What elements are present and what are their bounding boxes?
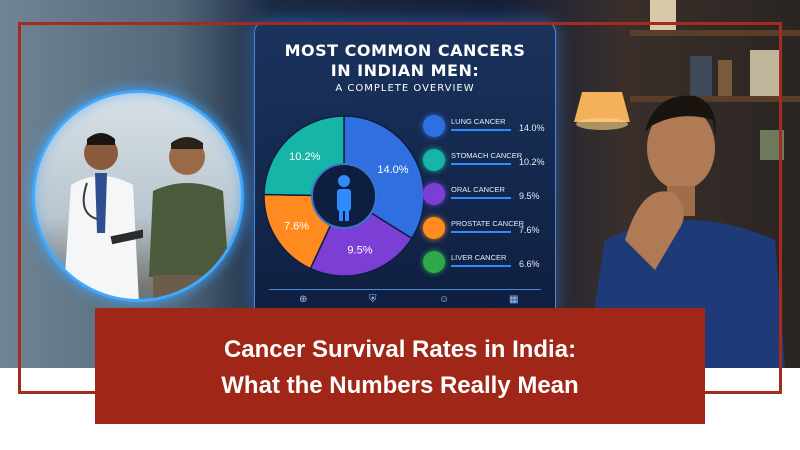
legend-item-name: LIVER CANCER bbox=[451, 253, 507, 262]
donut-chart: 14.0% 9.5% 7.6% 10.2% bbox=[263, 115, 425, 277]
shield-icon: ⛨ bbox=[369, 294, 377, 305]
legend-item-value: 10.2% bbox=[519, 157, 545, 167]
frame-border-top bbox=[20, 22, 782, 25]
infographic-subtitle: A COMPLETE OVERVIEW bbox=[335, 83, 475, 94]
legend-item-value: 6.6% bbox=[519, 259, 540, 269]
doctor-figure bbox=[63, 133, 143, 299]
infographic-title-line1: MOST COMMON CANCERS bbox=[284, 41, 526, 60]
panel-footer-icons: ⊕ ⛨ ☺ ▦ bbox=[269, 289, 541, 310]
prostate-icon bbox=[423, 217, 445, 239]
legend-item: LUNG CANCER 14.0% bbox=[423, 113, 551, 147]
title-banner: Cancer Survival Rates in India: What the… bbox=[95, 308, 705, 424]
frame-border-right bbox=[779, 22, 782, 394]
lungs-icon bbox=[423, 115, 445, 137]
infographic-panel: MOST COMMON CANCERS IN INDIAN MEN: A COM… bbox=[254, 22, 556, 316]
legend-item-name: STOMACH CANCER bbox=[451, 151, 523, 160]
legend-item-bar bbox=[451, 197, 511, 199]
legend-item: STOMACH CANCER 10.2% bbox=[423, 147, 551, 181]
calendar-icon: ▦ bbox=[509, 294, 519, 305]
donut-slice-label: 14.0% bbox=[377, 164, 408, 176]
legend-item-name: PROSTATE CANCER bbox=[451, 219, 525, 228]
legend-item-name: ORAL CANCER bbox=[451, 185, 505, 194]
infographic-title-line2: IN INDIAN MEN: bbox=[330, 61, 480, 80]
legend-item-bar bbox=[451, 265, 511, 267]
legend-item-bar bbox=[451, 231, 511, 233]
frame-border-left bbox=[18, 22, 21, 394]
legend-item-bar bbox=[451, 163, 511, 165]
doctor-consultation-vignette bbox=[32, 90, 244, 302]
patient-figure bbox=[149, 137, 229, 299]
person-icon bbox=[337, 175, 351, 221]
legend-item-bar bbox=[451, 129, 511, 131]
banner-title-line2: What the Numbers Really Mean bbox=[221, 372, 579, 399]
legend-item: ORAL CANCER 9.5% bbox=[423, 181, 551, 215]
donut-slice-label: 10.2% bbox=[289, 151, 320, 163]
user-icon: ☺ bbox=[439, 294, 450, 305]
legend-item-value: 14.0% bbox=[519, 123, 545, 133]
legend: LUNG CANCER 14.0% STOMACH CANCER 10.2% ORAL … bbox=[423, 113, 551, 283]
donut-slice-label: 7.6% bbox=[284, 221, 309, 233]
stomach-icon bbox=[423, 149, 445, 171]
donut-slice-label: 9.5% bbox=[347, 245, 372, 257]
lamp bbox=[574, 92, 630, 130]
legend-item-value: 9.5% bbox=[519, 191, 540, 201]
legend-item-value: 7.6% bbox=[519, 225, 540, 235]
liver-icon bbox=[423, 251, 445, 273]
plus-icon: ⊕ bbox=[299, 294, 308, 305]
legend-item: PROSTATE CANCER 7.6% bbox=[423, 215, 551, 249]
banner-title-line1: Cancer Survival Rates in India: bbox=[223, 336, 577, 363]
mouth-icon bbox=[423, 183, 445, 205]
legend-item: LIVER CANCER 6.6% bbox=[423, 249, 551, 283]
legend-item-name: LUNG CANCER bbox=[451, 117, 506, 126]
hero-scene: MOST COMMON CANCERS IN INDIAN MEN: A COM… bbox=[0, 0, 800, 368]
